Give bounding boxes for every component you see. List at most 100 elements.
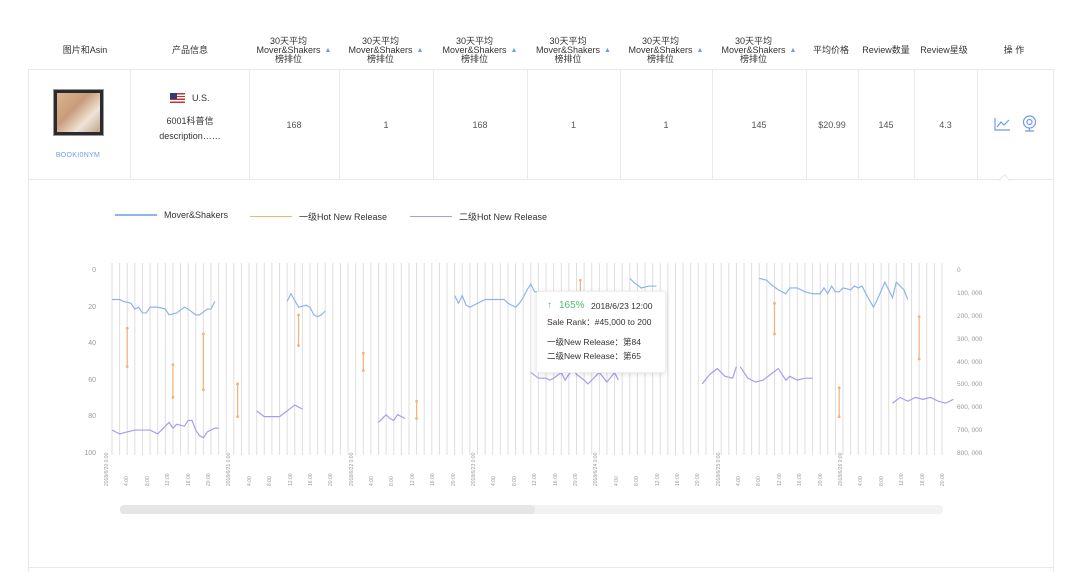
header-rank-line: Mover&Shakers xyxy=(256,44,321,55)
hot1-point[interactable] xyxy=(917,357,921,361)
hot1-point[interactable] xyxy=(236,415,240,418)
col-divider xyxy=(433,70,434,180)
hot1-point[interactable] xyxy=(917,315,921,319)
asin-link[interactable]: BOOKI0NYM xyxy=(55,152,101,159)
header-rank-2[interactable]: 30天平均 Mover&Shakers 榜排位 ▲ xyxy=(339,30,433,70)
mover-shakers-line[interactable] xyxy=(286,292,326,318)
header-rank-line: 30天平均 xyxy=(362,35,400,46)
legend-label: 二级Hot New Release xyxy=(459,212,548,222)
hot2-line[interactable] xyxy=(701,366,737,385)
tooltip-time: 2018/6/23 12:00 xyxy=(591,301,653,311)
hot1-point[interactable] xyxy=(361,351,365,355)
hot1-point[interactable] xyxy=(773,301,776,305)
col-divider xyxy=(249,70,250,180)
chart-scroll-thumb[interactable] xyxy=(120,505,535,514)
header-rank-line: 30天平均 xyxy=(549,35,587,46)
legend-hot2[interactable]: 二级Hot New Release xyxy=(410,210,547,223)
product-row xyxy=(28,69,1054,180)
col-divider xyxy=(527,70,528,180)
legend-mover-shakers[interactable]: Mover&Shakers xyxy=(115,210,228,220)
hot1-point[interactable] xyxy=(773,332,776,336)
tooltip-change: 165% xyxy=(559,300,585,311)
y-right-tick: 500, 000 xyxy=(957,381,983,389)
tooltip-hot2: 二级New Release：第65 xyxy=(547,351,642,361)
col-divider xyxy=(339,70,340,180)
col-divider xyxy=(620,70,621,180)
hot1-point[interactable] xyxy=(837,386,841,390)
hot1-point[interactable] xyxy=(837,415,841,418)
y-right-tick: 300, 000 xyxy=(957,335,983,343)
hot2-line[interactable] xyxy=(739,366,813,383)
legend-swatch xyxy=(115,214,157,216)
product-description: description…… xyxy=(159,131,221,141)
y-left-tick: 20 xyxy=(88,303,96,311)
chart-scrollbar[interactable] xyxy=(120,505,943,514)
y-right-tick: 200, 000 xyxy=(957,312,983,320)
col-divider xyxy=(130,70,131,180)
hot1-point[interactable] xyxy=(578,278,582,282)
us-flag-icon xyxy=(170,93,185,103)
header-rank-label: 30天平均 Mover&Shakers 榜排位 xyxy=(536,35,600,64)
hot1-point[interactable] xyxy=(125,326,129,330)
chart-tooltip: ↑ 165% 2018/6/23 12:00 Sale Rank：#45,000… xyxy=(536,291,666,373)
review-rating-cell: 4.3 xyxy=(939,120,952,130)
mover-shakers-line[interactable] xyxy=(759,277,909,309)
hot1-point[interactable] xyxy=(171,396,175,399)
header-product-info: 产品信息 xyxy=(171,44,208,55)
webcam-icon[interactable] xyxy=(1022,115,1037,132)
hot1-point[interactable] xyxy=(415,417,418,420)
sort-icon[interactable]: ▲ xyxy=(789,46,797,54)
sort-icon[interactable]: ▲ xyxy=(604,46,611,54)
mover-shakers-line[interactable] xyxy=(629,277,657,289)
hot1-point[interactable] xyxy=(361,369,365,372)
header-rank-5[interactable]: 30天平均 Mover&Shakers 榜排位 ▲ xyxy=(620,30,712,70)
col-divider xyxy=(712,70,713,180)
sort-icon[interactable]: ▲ xyxy=(696,46,704,54)
header-rank-3[interactable]: 30天平均 Mover&Shakers 榜排位 ▲ xyxy=(433,30,527,70)
hot1-point[interactable] xyxy=(201,332,205,336)
y-right-tick: 600, 000 xyxy=(957,404,983,412)
legend-hot1[interactable]: 一级Hot New Release xyxy=(250,210,387,223)
sort-icon[interactable]: ▲ xyxy=(510,46,518,54)
mover-shakers-line[interactable] xyxy=(454,282,539,308)
header-image-asin: 图片和Asin xyxy=(62,44,108,55)
y-right-tick: 400, 000 xyxy=(957,358,983,366)
hot1-point[interactable] xyxy=(125,365,129,369)
header-avg-price[interactable]: 平均价格 xyxy=(812,44,849,55)
hot2-line[interactable] xyxy=(378,413,406,423)
change-up-icon: ↑ xyxy=(547,300,552,311)
mover-shakers-line[interactable] xyxy=(112,298,216,316)
hot1-point[interactable] xyxy=(171,363,175,367)
header-review-rating[interactable]: Review星级 xyxy=(920,44,968,55)
legend-label: 一级Hot New Release xyxy=(299,212,388,222)
header-rank-label: 30天平均 Mover&Shakers 榜排位 xyxy=(629,36,693,64)
rank-cell-4: 1 xyxy=(570,120,576,130)
line-chart-icon[interactable] xyxy=(994,117,1011,131)
sort-icon[interactable]: ▲ xyxy=(324,46,332,54)
hot1-point[interactable] xyxy=(415,399,418,403)
header-review-count[interactable]: Review数量 xyxy=(862,44,910,55)
header-rank-line: 榜排位 xyxy=(367,53,395,64)
hot1-point[interactable] xyxy=(297,313,300,317)
legend-swatch xyxy=(250,215,292,218)
y-right-tick: 100, 000 xyxy=(957,289,983,297)
header-rank-1[interactable]: 30天平均 Mover&Shakers 榜排位 ▲ xyxy=(249,30,339,70)
hot1-point[interactable] xyxy=(236,382,240,386)
y-right-tick: 700, 000 xyxy=(957,427,983,435)
hot1-point[interactable] xyxy=(201,388,205,392)
sort-icon[interactable]: ▲ xyxy=(416,46,424,54)
rank-cell-1: 168 xyxy=(286,120,302,130)
header-rank-4[interactable]: 30天平均 Mover&Shakers 榜排位 ▲ xyxy=(527,30,620,70)
hot2-line[interactable] xyxy=(892,396,954,404)
header-rank-line: 榜排位 xyxy=(275,53,303,64)
header-rank-6[interactable]: 30天平均 Mover&Shakers 榜排位 ▲ xyxy=(712,30,806,70)
hot2-line[interactable] xyxy=(111,419,219,439)
hot1-point[interactable] xyxy=(297,344,300,347)
product-thumbnail[interactable] xyxy=(53,89,104,136)
hot2-line[interactable] xyxy=(256,404,303,418)
header-rank-label: 30天平均 Mover&Shakers 榜排位 xyxy=(349,35,413,64)
header-rank-label: 30天平均 Mover&Shakers 榜排位 xyxy=(722,36,786,64)
product-info-text: 6001科普信 description…… xyxy=(140,114,240,144)
rank-cell-5: 1 xyxy=(663,120,669,130)
